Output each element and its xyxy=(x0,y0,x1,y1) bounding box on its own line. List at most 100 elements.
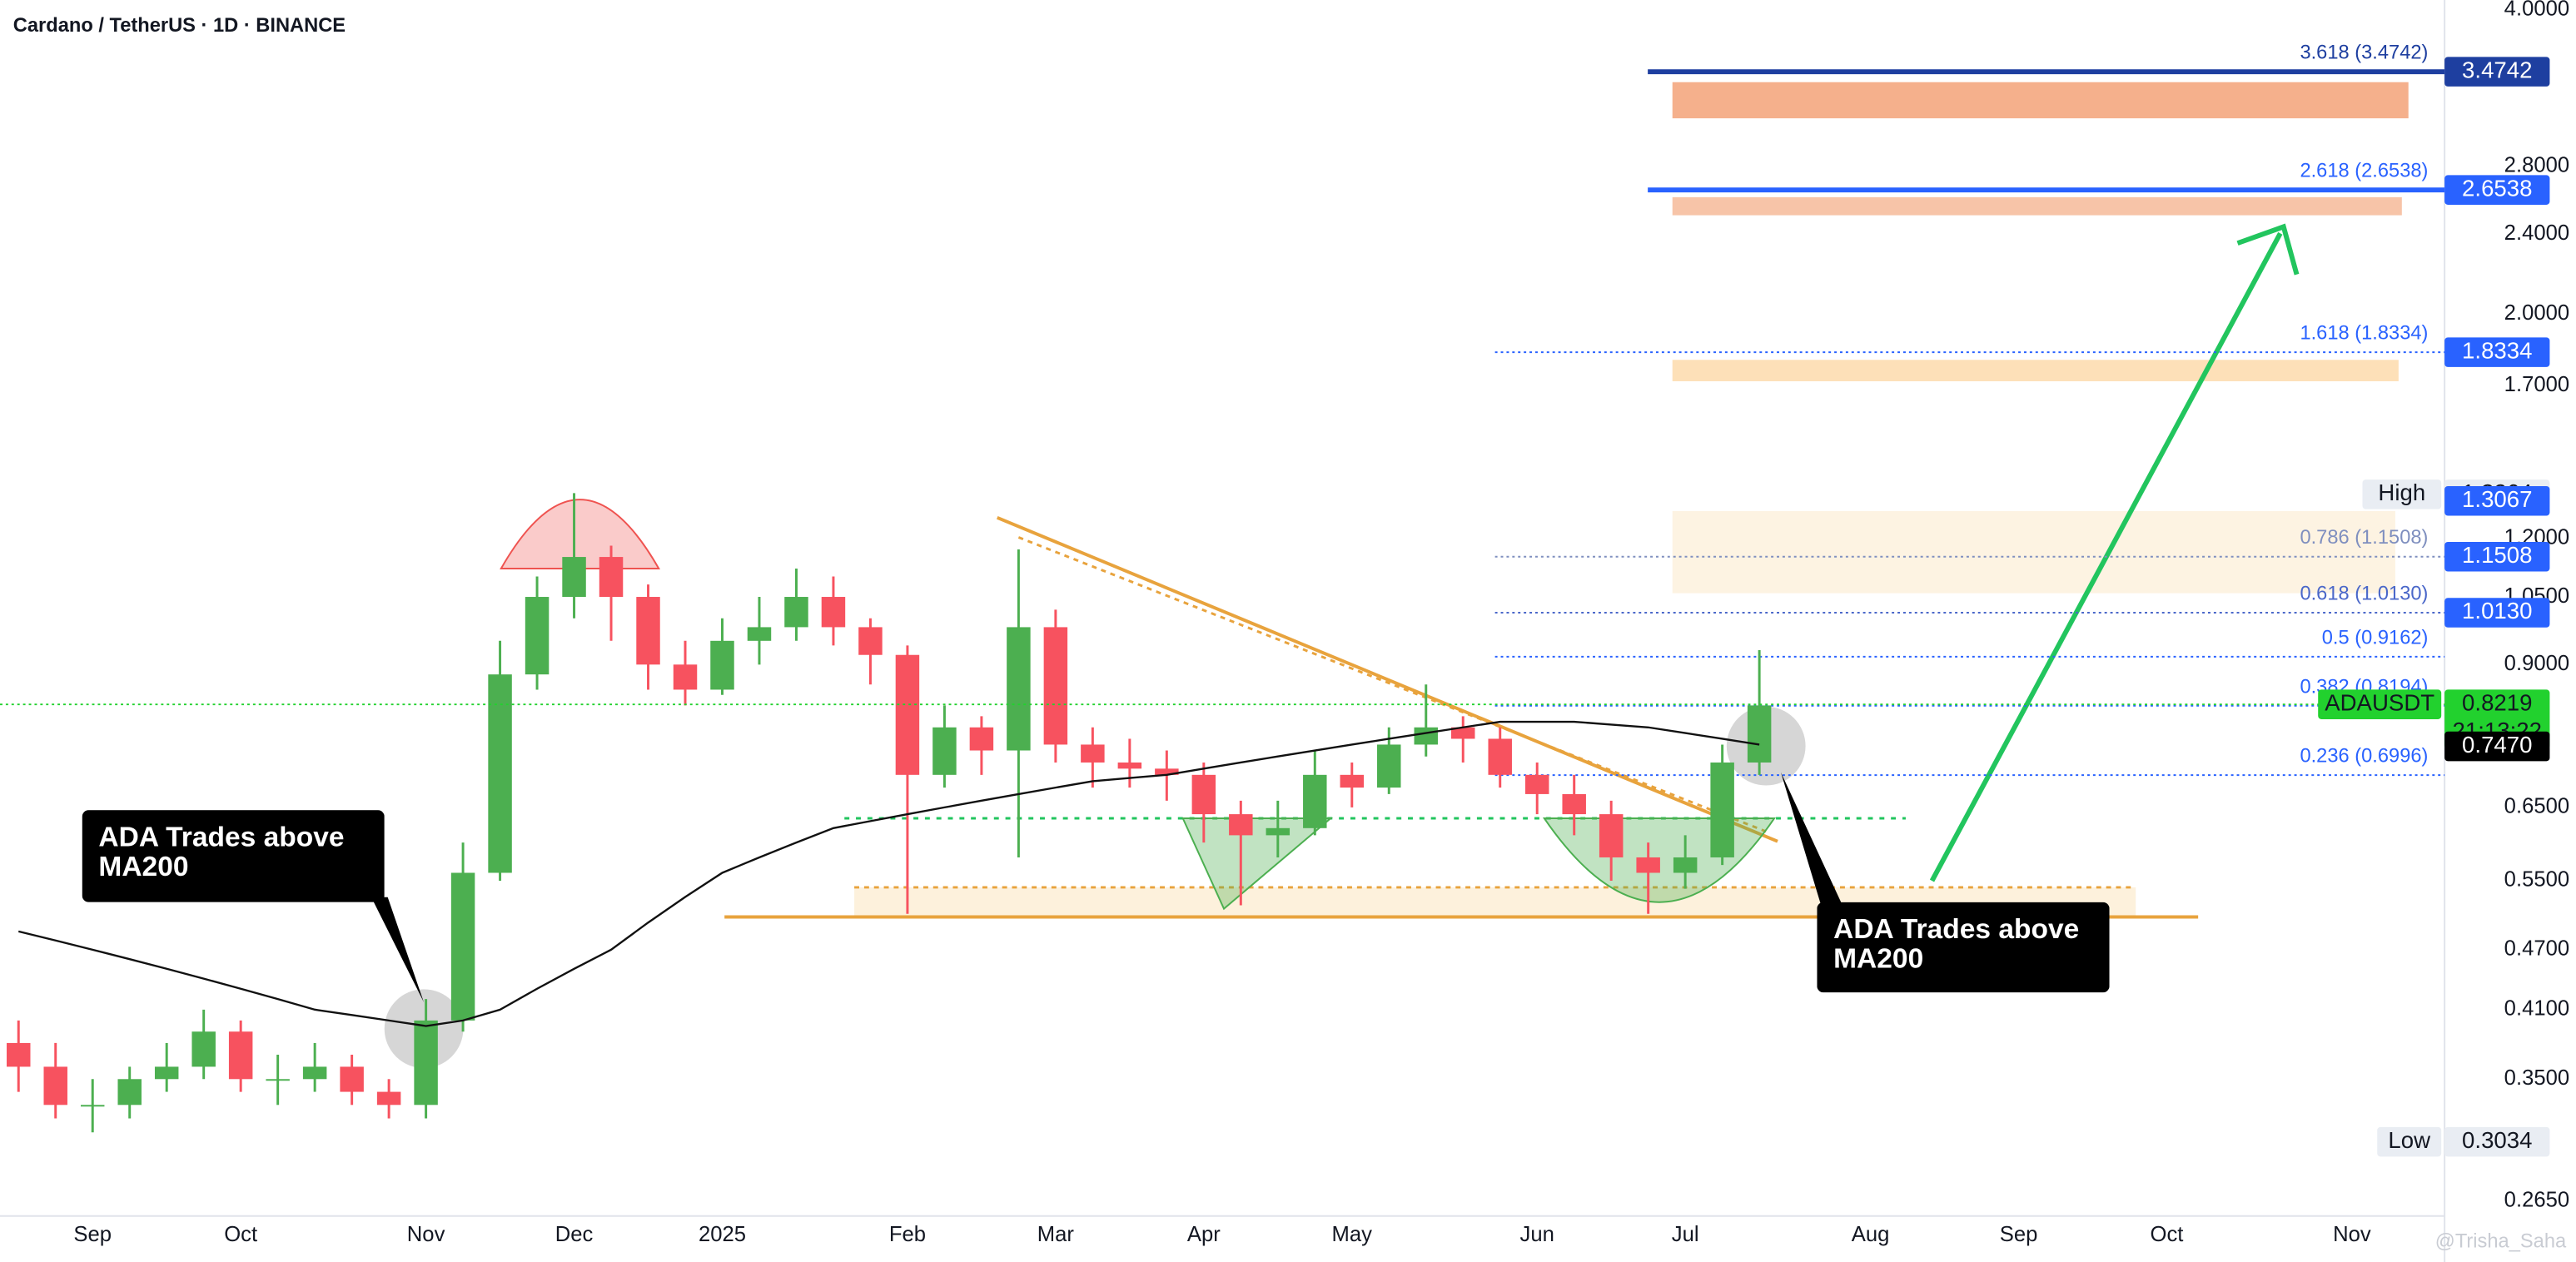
y-tick-label: 0.4100 xyxy=(2504,997,2569,1021)
target-zone xyxy=(1672,360,2399,381)
x-tick-label: Nov xyxy=(2333,1223,2371,1246)
y-tick-label: 2.4000 xyxy=(2504,221,2569,245)
callout-pointer xyxy=(1780,772,1843,914)
candle-body xyxy=(525,597,550,675)
bottom-pattern xyxy=(1181,817,1333,911)
candle-body xyxy=(1451,727,1475,739)
x-tick-label: Oct xyxy=(2151,1223,2184,1246)
candle-body xyxy=(1340,774,1365,788)
callout: ADA Trades above MA200 xyxy=(82,810,385,902)
candle-body xyxy=(1673,857,1698,873)
candle-body xyxy=(895,654,920,775)
fib-label: 0.786 (1.1508) xyxy=(2300,527,2428,549)
x-tick-label: Nov xyxy=(407,1223,445,1246)
moving-average xyxy=(17,720,1760,1027)
candle-body xyxy=(932,727,957,775)
price-tag-label: 1.3067 xyxy=(2462,486,2532,512)
callouts: ADA Trades above MA200 ADA Trades above … xyxy=(82,772,2110,1003)
price-tag xyxy=(2444,731,2550,762)
candle-body xyxy=(969,727,994,751)
price-tag-name: Low xyxy=(2388,1127,2431,1153)
candle-body xyxy=(1562,793,1586,815)
candle-body xyxy=(1377,744,1401,788)
watermark: @Trisha_Saha xyxy=(2435,1231,2567,1253)
candle-body xyxy=(80,1105,105,1107)
candle-body xyxy=(1081,744,1105,763)
candle-body xyxy=(7,1042,31,1067)
x-tick-label: Aug xyxy=(1852,1223,1890,1246)
target-zone xyxy=(1672,82,2409,119)
candle-body xyxy=(1007,627,1031,751)
candle-body xyxy=(1043,627,1068,745)
target-zone xyxy=(1672,510,2395,594)
top-arc xyxy=(500,499,660,569)
callout-text: ADA Trades above MA200 xyxy=(82,810,385,902)
y-tick-label: 0.2650 xyxy=(2504,1189,2569,1212)
fib-label: 1.618 (1.8334) xyxy=(2300,323,2428,345)
y-tick-label: 0.6500 xyxy=(2504,795,2569,818)
callout-text: ADA Trades above MA200 xyxy=(1817,902,2110,993)
candle-body xyxy=(784,597,808,628)
price-tag xyxy=(2444,485,2550,516)
y-tick-label: 2.0000 xyxy=(2504,301,2569,325)
chart-title: Cardano / TetherUS · 1D · BINANCE xyxy=(13,15,346,37)
target-zone xyxy=(1672,196,2402,216)
price-tag-label: 0.7470 xyxy=(2462,732,2532,758)
candle-body xyxy=(562,557,586,598)
price-tag-label: 2.6538 xyxy=(2462,175,2532,201)
candle-body xyxy=(1488,738,1512,775)
fib-label: 0.618 (1.0130) xyxy=(2300,583,2428,604)
candle-body xyxy=(599,557,624,598)
x-tick-label: Oct xyxy=(224,1223,257,1246)
x-tick-label: Apr xyxy=(1187,1223,1221,1246)
x-tick-label: Sep xyxy=(73,1223,112,1246)
y-tick-label: 0.9000 xyxy=(2504,652,2569,675)
fib-label: 0.236 (0.6996) xyxy=(2300,746,2428,768)
x-tick-label: May xyxy=(1332,1223,1373,1246)
y-tick-label: 1.7000 xyxy=(2504,373,2569,396)
x-tick-label: Feb xyxy=(889,1223,926,1246)
y-tick-label: 0.4700 xyxy=(2504,937,2569,961)
candle-body xyxy=(154,1066,179,1080)
x-tick-label: Dec xyxy=(555,1223,594,1246)
candle-body xyxy=(1155,768,1179,775)
candle-body xyxy=(1303,774,1327,828)
candle-body xyxy=(450,872,475,1021)
fib-label: 2.618 (2.6538) xyxy=(2300,161,2428,182)
y-tick-label: 2.8000 xyxy=(2504,154,2569,177)
price-tag-name: ADAUSDT xyxy=(2325,689,2434,715)
candle-body xyxy=(340,1066,364,1092)
candle-body xyxy=(117,1079,142,1105)
price-tag xyxy=(2444,598,2550,628)
candle-body xyxy=(1266,827,1290,836)
candle-body xyxy=(1599,814,1624,857)
price-tag-label: 1.0130 xyxy=(2462,598,2532,624)
price-tag-name: High xyxy=(2378,479,2425,505)
price-tag-label: 1.1508 xyxy=(2462,542,2532,568)
price-tag xyxy=(2444,541,2550,572)
candle-body xyxy=(1524,774,1549,794)
candle-body xyxy=(228,1031,253,1080)
candle-body xyxy=(1636,857,1660,873)
price-tag xyxy=(2444,57,2550,87)
price-tag-label: 3.4742 xyxy=(2462,57,2532,82)
candle-body xyxy=(1710,762,1734,857)
candle-body xyxy=(43,1066,67,1105)
candle-body xyxy=(747,627,772,641)
candle-body xyxy=(1191,774,1216,815)
price-tag-label: 1.8334 xyxy=(2462,337,2532,363)
candle-body xyxy=(488,674,512,873)
candle-body xyxy=(1414,727,1438,745)
candle-body xyxy=(673,664,698,690)
candle-body xyxy=(414,1020,438,1105)
x-tick-label: Sep xyxy=(2000,1223,2038,1246)
price-tag xyxy=(2444,337,2550,367)
fib-label: 0.5 (0.9162) xyxy=(2322,627,2429,648)
candle-body xyxy=(1747,705,1772,763)
price-tag-name-box xyxy=(2362,479,2442,509)
candle-body xyxy=(710,640,734,690)
price-tag xyxy=(2444,1126,2550,1157)
price-tag-label: 0.3034 xyxy=(2462,1127,2532,1153)
